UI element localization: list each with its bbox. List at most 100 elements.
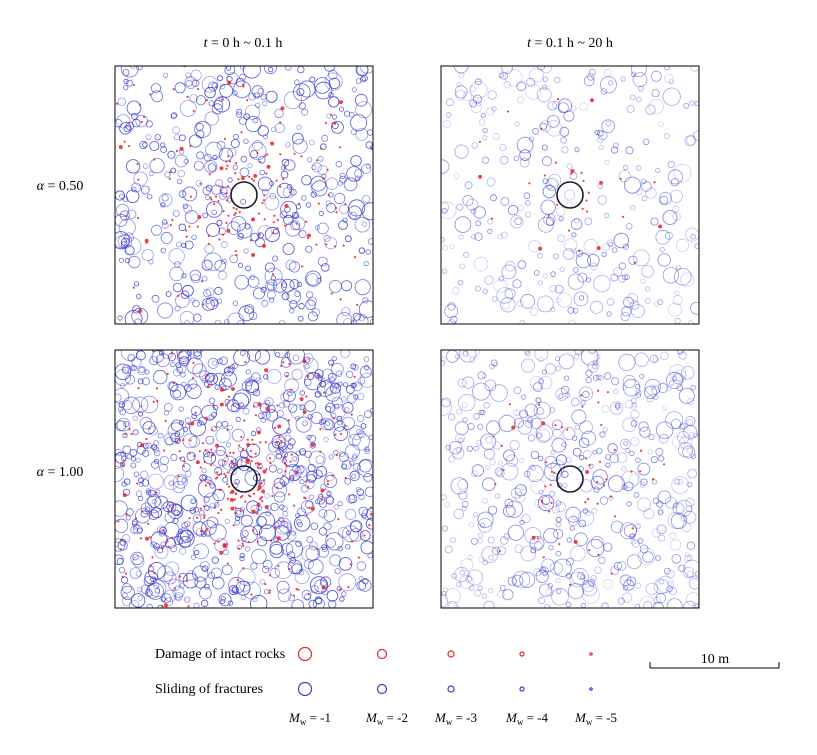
rock-damage-event xyxy=(279,121,282,124)
fracture-sliding-event xyxy=(240,514,253,527)
fracture-sliding-event xyxy=(577,572,585,580)
fracture-sliding-event xyxy=(553,76,561,84)
rock-damage-event xyxy=(215,85,218,88)
fracture-sliding-event xyxy=(567,583,585,600)
fracture-sliding-event xyxy=(441,201,457,220)
fracture-sliding-event xyxy=(472,94,482,104)
fracture-sliding-event xyxy=(551,587,569,606)
rock-damage-event xyxy=(238,211,241,214)
fracture-sliding-event xyxy=(455,89,466,101)
fracture-sliding-event xyxy=(186,357,204,375)
fracture-sliding-event xyxy=(274,561,293,579)
fracture-sliding-event xyxy=(116,557,124,565)
fracture-sliding-event xyxy=(444,502,451,508)
rock-damage-event xyxy=(258,484,261,487)
fracture-sliding-event xyxy=(622,374,636,388)
fracture-sliding-event xyxy=(566,537,572,543)
fracture-sliding-event xyxy=(270,275,276,281)
fracture-sliding-event xyxy=(623,440,629,446)
rock-damage-event xyxy=(320,498,323,501)
rock-damage-event xyxy=(541,501,544,504)
rock-damage-event xyxy=(251,509,256,514)
fracture-sliding-event xyxy=(219,186,228,195)
fracture-sliding-event xyxy=(628,255,638,265)
fracture-sliding-event xyxy=(582,581,598,597)
fracture-sliding-event xyxy=(639,596,656,608)
fracture-sliding-event xyxy=(672,435,686,449)
fracture-sliding-event xyxy=(540,66,552,74)
fracture-sliding-event xyxy=(483,401,491,409)
fracture-sliding-event xyxy=(255,377,262,384)
fracture-sliding-event xyxy=(226,221,241,235)
fracture-sliding-event xyxy=(597,129,604,137)
fracture-sliding-event xyxy=(621,470,640,489)
fracture-sliding-event xyxy=(687,397,695,405)
rock-damage-event xyxy=(141,510,144,513)
fracture-sliding-event xyxy=(489,363,495,370)
fracture-sliding-event xyxy=(272,255,279,262)
rock-damage-event xyxy=(305,395,308,398)
fracture-sliding-event xyxy=(348,111,355,118)
fracture-sliding-event xyxy=(229,467,238,476)
rock-damage-event xyxy=(334,433,337,436)
fracture-sliding-event xyxy=(468,522,474,528)
rock-damage-event xyxy=(270,539,273,542)
fracture-sliding-event xyxy=(274,525,291,541)
fracture-sliding-event xyxy=(344,235,352,243)
fracture-sliding-event xyxy=(234,519,241,526)
fracture-sliding-event xyxy=(251,372,261,383)
fracture-sliding-event xyxy=(549,407,556,414)
rock-damage-event xyxy=(209,196,212,199)
legend-damage-symbol xyxy=(376,648,388,660)
fracture-sliding-event xyxy=(353,463,361,471)
fracture-sliding-event xyxy=(575,249,584,257)
fracture-sliding-event xyxy=(363,356,370,363)
fracture-sliding-event xyxy=(298,230,307,239)
rock-damage-event xyxy=(240,459,243,462)
fracture-sliding-event xyxy=(298,302,305,310)
rock-damage-event xyxy=(123,140,126,143)
rock-damage-event xyxy=(238,444,241,447)
fracture-sliding-event xyxy=(679,422,687,430)
rock-damage-event xyxy=(90,484,92,486)
fracture-sliding-event xyxy=(203,289,212,298)
rock-damage-event xyxy=(226,428,229,431)
fracture-sliding-event xyxy=(647,449,654,455)
rock-damage-event xyxy=(112,492,114,494)
rock-damage-event xyxy=(259,466,262,469)
fracture-sliding-event xyxy=(551,419,563,431)
fracture-sliding-event xyxy=(172,210,180,217)
fracture-sliding-event xyxy=(503,81,511,89)
fracture-sliding-event xyxy=(622,417,637,433)
fracture-sliding-event xyxy=(206,222,221,237)
rock-damage-event xyxy=(206,374,209,377)
rock-damage-event xyxy=(289,460,292,463)
fracture-sliding-event xyxy=(670,512,688,530)
fracture-sliding-event xyxy=(671,375,678,381)
fracture-sliding-event xyxy=(323,234,331,242)
fracture-sliding-event xyxy=(315,455,325,465)
fracture-sliding-event xyxy=(624,274,630,281)
fracture-sliding-event xyxy=(290,530,297,536)
fracture-sliding-event xyxy=(678,564,686,573)
fracture-sliding-event xyxy=(469,85,477,92)
rock-damage-event xyxy=(251,252,256,257)
fracture-sliding-event xyxy=(586,73,595,81)
fracture-sliding-event xyxy=(257,511,275,530)
fracture-sliding-event xyxy=(164,597,174,606)
fracture-sliding-event xyxy=(131,356,142,368)
fracture-sliding-event xyxy=(535,397,542,404)
fracture-sliding-event xyxy=(499,143,507,151)
fracture-sliding-event xyxy=(160,146,168,153)
fracture-sliding-event xyxy=(203,451,217,465)
fracture-sliding-event xyxy=(583,75,595,87)
fracture-sliding-event xyxy=(461,376,475,389)
fracture-sliding-event xyxy=(203,252,223,271)
fracture-sliding-event xyxy=(630,397,637,404)
fracture-sliding-event xyxy=(305,546,321,561)
fracture-sliding-event xyxy=(684,552,691,558)
panel-alpha-050-early xyxy=(114,65,374,325)
fracture-sliding-event xyxy=(287,438,296,446)
fracture-sliding-event xyxy=(257,87,264,94)
rock-damage-event xyxy=(136,482,139,485)
